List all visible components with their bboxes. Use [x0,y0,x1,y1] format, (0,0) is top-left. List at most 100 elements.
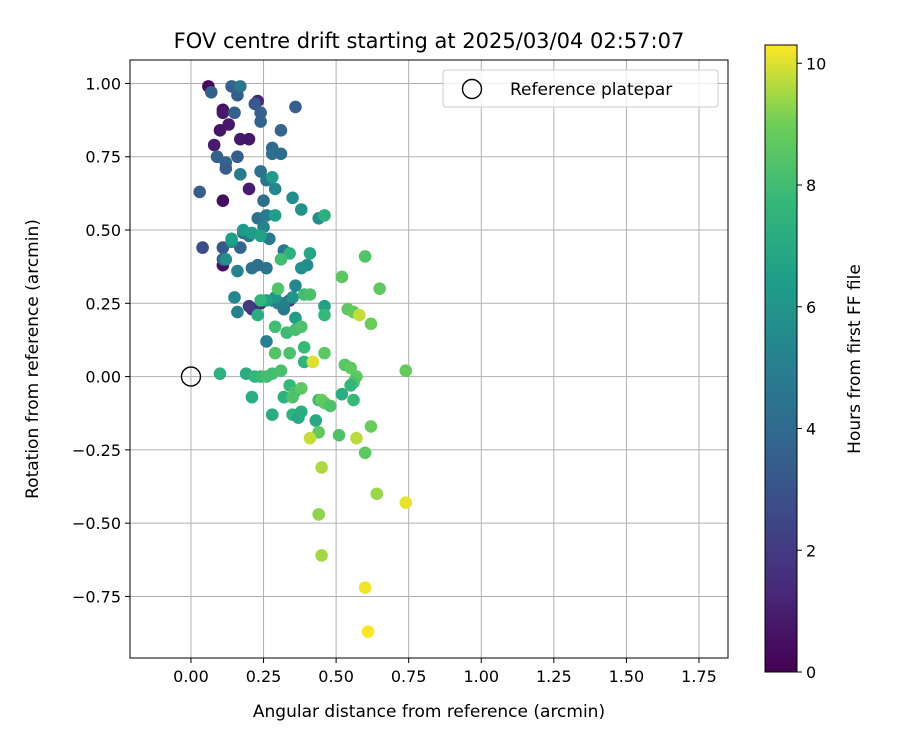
scatter-point [353,308,366,322]
x-tick-label: 1.75 [681,667,717,686]
scatter-point [254,106,267,120]
scatter-point [254,229,267,243]
x-tick-label: 1.25 [536,667,572,686]
scatter-point [231,150,244,164]
scatter-point [283,346,296,360]
reference-platepar-marker [180,366,202,387]
scatter-point [294,203,308,216]
scatter-point [370,487,384,501]
scatter-point [260,209,273,222]
scatter-point [312,508,325,521]
scatter-point [399,496,413,509]
scatter-point [361,625,375,638]
y-tick-label: 0.75 [85,148,121,167]
scatter-point [289,279,302,293]
y-tick-label: 0.25 [85,294,121,313]
colorbar-frame [764,44,798,673]
y-tick-label: 0.00 [85,368,121,387]
y-tick-label: 0.50 [85,221,121,240]
legend-box [442,69,719,108]
scatter-point [318,299,331,313]
colorbar-tick-label: 2 [806,541,816,560]
y-tick-label: −0.75 [72,587,121,606]
scatter-point [303,431,317,445]
x-axis-ticks: 0.00 0.25 0.50 0.75 1.00 1.25 1.50 1.75 [173,658,717,686]
scatter-point [289,100,302,114]
scatter-point [234,168,247,181]
scatter-point [303,288,317,301]
scatter-point [350,431,363,445]
y-tick-label: 1.00 [85,74,121,93]
scatter-point [196,241,209,254]
scatter-point [265,147,279,161]
scatter-point [274,124,288,137]
legend: Reference platepar [442,69,719,108]
legend-marker-open-circle [461,78,483,100]
colorbar-tick-label: 6 [806,298,816,317]
scatter-point [294,382,308,395]
scatter-point [318,308,331,322]
colorbar-tick-label: 0 [806,663,816,682]
scatter-point [268,182,282,196]
scatter-point [193,185,206,199]
scatter-point [234,80,247,93]
scatter-point [303,247,317,260]
scatter-point [294,405,308,419]
scatter-point [315,549,328,562]
scatter-point [219,162,233,175]
y-tick-label: −0.50 [72,514,121,533]
scatter-point [332,428,346,442]
y-tick-label: −0.25 [72,441,121,460]
colorbar-tick-label: 4 [806,420,816,439]
chart-title: FOV centre drift starting at 2025/03/04 … [174,29,685,53]
scatter-point [274,364,288,378]
scatter-point [228,106,241,120]
scatter-point [265,408,279,421]
scatter-point [297,355,311,369]
scatter-point [213,124,227,137]
x-tick-label: 0.25 [246,667,282,686]
scatter-point [286,191,299,205]
scatter-point [219,253,233,266]
scatter-point [364,317,378,331]
colorbar-ticks: 0 2 4 6 8 10 [797,54,826,682]
scatter-point [231,305,244,319]
scatter-point [257,194,270,208]
scatter-point [286,390,299,404]
scatter-point [245,390,259,404]
scatter-point [274,253,288,266]
x-tick-label: 0.50 [318,667,354,686]
scatter-point [315,461,328,474]
plot-frame [129,59,729,659]
scatter-point [268,346,282,360]
colorbar: 0 2 4 6 8 10 Hours from first FF file [764,44,865,682]
scatter-point [358,250,372,263]
scatter-point [228,291,241,304]
scatter-point [251,308,265,322]
colorbar-gradient [765,45,797,672]
scatter-point [347,393,360,407]
y-axis-label: Rotation from reference (arcmin) [23,219,43,499]
scatter-point [271,282,285,295]
scatter-point [297,340,311,354]
scatter-point [242,182,256,196]
legend-label: Reference platepar [510,80,672,100]
x-tick-label: 0.00 [173,667,209,686]
grid-lines [130,60,728,658]
scatter-point [335,387,349,401]
colorbar-tick-label: 8 [806,176,816,195]
scatter-point [335,270,349,284]
scatter-point [225,232,238,246]
scatter-point [309,414,323,427]
scatter-point [216,106,230,120]
scatter-point [260,335,273,348]
y-axis-ticks: −0.75 −0.50 −0.25 0.00 0.25 0.50 0.75 1.00 [72,74,130,606]
colorbar-tick-label: 10 [806,54,826,73]
scatter-point [274,147,288,161]
scatter-point [213,367,227,380]
x-tick-label: 0.75 [391,667,427,686]
scatter-point [318,209,331,222]
reference-marker-layer [180,366,202,387]
scatter-point [254,115,267,128]
colorbar-label: Hours from first FF file [845,264,865,454]
